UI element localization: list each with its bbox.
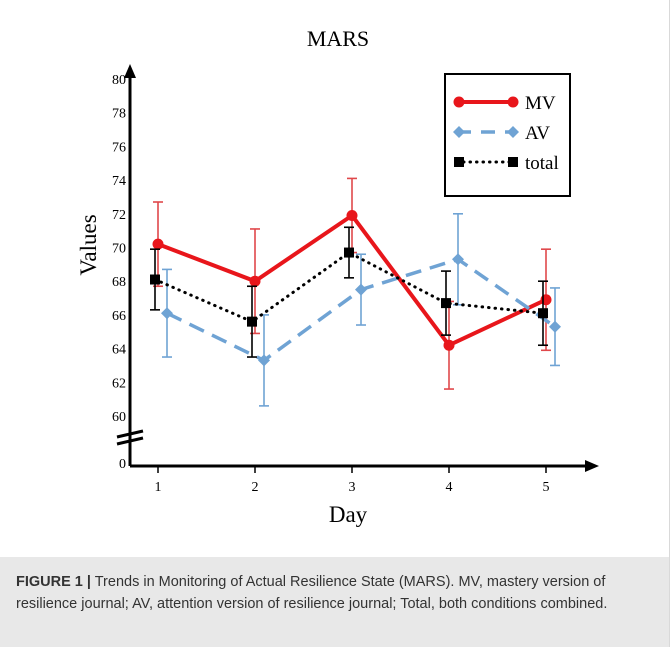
series-total — [150, 226, 548, 358]
y-axis-label: Values — [76, 214, 101, 275]
legend: MV AV total — [444, 73, 571, 197]
figure-caption: FIGURE 1 | Trends in Monitoring of Actua… — [16, 571, 646, 615]
y-tick-label: 78 — [112, 107, 126, 122]
x-axis-label: Day — [329, 502, 368, 527]
chart-title: MARS — [307, 26, 369, 51]
data-point-mv — [540, 294, 552, 306]
series-line-total — [153, 251, 545, 324]
axes — [116, 64, 599, 472]
legend-label-av: AV — [525, 123, 550, 144]
data-point-av — [452, 253, 464, 266]
legend-label-total: total — [525, 153, 559, 174]
y-tick-label: 64 — [112, 343, 126, 358]
caption-box — [0, 557, 669, 647]
data-point-av — [258, 354, 270, 367]
data-point-total — [538, 308, 548, 319]
series-mv — [152, 177, 552, 390]
y-tick-label: 70 — [112, 242, 126, 257]
x-tick-label: 2 — [252, 480, 259, 495]
y-tick-label: 76 — [112, 140, 126, 155]
x-tick-label: 3 — [349, 480, 356, 495]
x-tick-label: 5 — [543, 480, 550, 495]
y-tick-label: 80 — [112, 73, 126, 88]
legend-marker-av — [507, 126, 519, 138]
data-point-total — [150, 274, 160, 285]
data-point-mv — [346, 209, 358, 221]
data-point-mv — [152, 238, 164, 250]
y-tick-label: 72 — [112, 208, 126, 223]
legend-marker-total — [508, 157, 518, 167]
legend-marker-mv — [453, 96, 465, 108]
legend-box — [444, 73, 571, 197]
series-av — [161, 213, 561, 407]
legend-marker-total — [454, 157, 464, 167]
legend-label-mv: MV — [525, 93, 556, 114]
y-tick-label-zero: 0 — [119, 457, 126, 472]
x-axis-arrowhead — [585, 460, 599, 472]
data-point-av — [355, 283, 367, 296]
data-point-mv — [443, 339, 455, 351]
y-axis-arrowhead — [124, 64, 136, 78]
data-point-mv — [249, 275, 261, 287]
caption-text: Trends in Monitoring of Actual Resilienc… — [16, 574, 608, 612]
y-tick-label: 66 — [112, 309, 126, 324]
axis-ticks: 60 62 64 66 68 70 72 74 76 78 80 1 2 3 4 5 — [112, 73, 550, 495]
data-point-av — [549, 320, 561, 333]
caption-figure-label: FIGURE 1 | — [16, 574, 91, 590]
y-tick-label: 62 — [112, 376, 126, 391]
y-tick-label: 74 — [112, 174, 126, 189]
legend-marker-av — [453, 126, 465, 138]
series-layer — [150, 177, 561, 407]
y-tick-label: 68 — [112, 275, 126, 290]
legend-marker-mv — [507, 96, 519, 108]
data-point-total — [441, 298, 451, 309]
y-tick-label: 60 — [112, 410, 126, 425]
data-point-total — [344, 247, 354, 258]
axis-break-mark-lower — [116, 436, 144, 446]
mars-line-chart: MARS Values Day 0 60 62 64 66 68 70 72 74 76 78 80… — [76, 26, 599, 527]
data-point-av — [161, 307, 173, 320]
data-point-total — [247, 316, 257, 327]
x-tick-label: 4 — [446, 480, 453, 495]
axis-break-mark-upper — [116, 429, 144, 439]
x-tick-label: 1 — [155, 480, 162, 495]
